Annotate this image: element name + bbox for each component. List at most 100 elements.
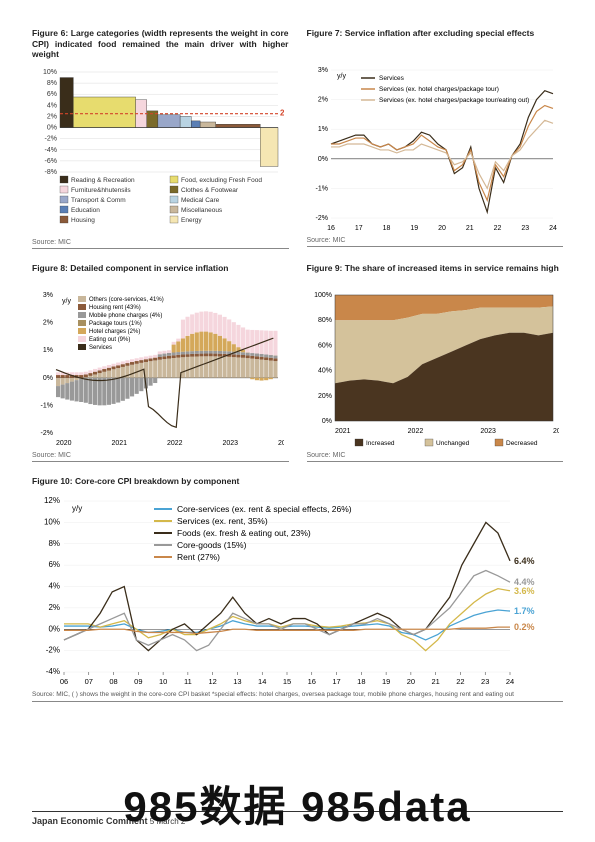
svg-text:Housing: Housing <box>71 217 95 224</box>
svg-text:12: 12 <box>208 677 216 686</box>
svg-text:2%: 2% <box>48 602 60 611</box>
svg-text:11: 11 <box>184 677 192 686</box>
svg-text:Hotel charges (2%): Hotel charges (2%) <box>89 329 140 335</box>
svg-text:06: 06 <box>60 677 68 686</box>
svg-text:19: 19 <box>410 225 418 232</box>
svg-text:Foods (ex. fresh & eating out,: Foods (ex. fresh & eating out, 23%) <box>177 528 311 538</box>
svg-text:0.2%: 0.2% <box>514 622 535 632</box>
fig6-chart: -8%-6%-4%-2%0%2%4%6%8%10%2.5%Reading & R… <box>32 66 284 236</box>
fig7-title: Figure 7: Service inflation after exclud… <box>307 28 564 58</box>
svg-text:Services (ex. hotel charges/pa: Services (ex. hotel charges/package tour… <box>379 97 529 104</box>
svg-text:2024: 2024 <box>553 428 559 435</box>
svg-text:2023: 2023 <box>480 428 496 435</box>
svg-text:24: 24 <box>549 225 557 232</box>
svg-text:Miscellaneous: Miscellaneous <box>181 207 223 214</box>
figure-7: Figure 7: Service inflation after exclud… <box>307 28 564 249</box>
svg-text:4%: 4% <box>47 102 57 109</box>
svg-text:Others (core-services, 41%): Others (core-services, 41%) <box>89 297 164 303</box>
svg-text:2022: 2022 <box>407 428 423 435</box>
svg-text:1%: 1% <box>43 347 53 354</box>
figure-8: Figure 8: Detailed component in service … <box>32 263 289 462</box>
svg-text:14: 14 <box>258 677 266 686</box>
svg-text:3.6%: 3.6% <box>514 585 535 595</box>
svg-text:y/y: y/y <box>62 298 71 305</box>
footer-date: 5 March 2 <box>150 817 186 826</box>
svg-text:1%: 1% <box>317 126 327 133</box>
svg-text:-1%: -1% <box>41 402 53 409</box>
fig10-title: Figure 10: Core-core CPI breakdown by co… <box>32 476 563 487</box>
svg-text:-4%: -4% <box>45 147 57 154</box>
svg-text:2%: 2% <box>43 319 53 326</box>
svg-text:6.4%: 6.4% <box>514 555 535 565</box>
svg-text:-8%: -8% <box>45 169 57 176</box>
svg-text:16: 16 <box>327 225 335 232</box>
svg-text:2023: 2023 <box>223 440 239 447</box>
svg-text:2020: 2020 <box>56 440 72 447</box>
svg-text:Increased: Increased <box>366 440 395 447</box>
svg-text:6%: 6% <box>48 560 60 569</box>
fig10-footnote: Source: MIC, ( ) shows the weight in the… <box>32 691 563 703</box>
svg-text:2%: 2% <box>317 97 327 104</box>
svg-text:0%: 0% <box>48 624 60 633</box>
svg-text:8%: 8% <box>47 80 57 87</box>
svg-text:07: 07 <box>85 677 93 686</box>
svg-text:Rent (27%): Rent (27%) <box>177 552 220 562</box>
svg-text:8%: 8% <box>48 538 60 547</box>
svg-text:18: 18 <box>357 677 365 686</box>
svg-text:2021: 2021 <box>112 440 128 447</box>
svg-text:y/y: y/y <box>337 73 346 80</box>
fig7-source: Source: MIC <box>307 237 564 247</box>
svg-text:-4%: -4% <box>46 667 60 676</box>
fig9-source: Source: MIC <box>307 452 564 462</box>
fig10-chart: -4%-2%0%2%4%6%8%10%12%y/y060708091011121… <box>32 493 552 688</box>
svg-text:Eating out (9%): Eating out (9%) <box>89 337 130 343</box>
svg-text:20: 20 <box>438 225 446 232</box>
svg-text:13: 13 <box>233 677 241 686</box>
svg-text:-1%: -1% <box>315 185 327 192</box>
svg-text:Unchanged: Unchanged <box>436 440 470 447</box>
svg-text:10: 10 <box>159 677 167 686</box>
svg-text:Furniture&hhutensils: Furniture&hhutensils <box>71 187 131 194</box>
svg-text:Mobile phone charges (4%): Mobile phone charges (4%) <box>89 313 162 319</box>
fig8-source: Source: MIC <box>32 452 289 462</box>
svg-text:22: 22 <box>456 677 464 686</box>
svg-text:Education: Education <box>71 207 100 214</box>
svg-text:19: 19 <box>382 677 390 686</box>
svg-text:2024: 2024 <box>278 440 284 447</box>
svg-text:0%: 0% <box>321 418 331 425</box>
svg-text:y/y: y/y <box>72 504 82 513</box>
svg-text:10%: 10% <box>44 517 60 526</box>
svg-text:0%: 0% <box>317 156 327 163</box>
svg-text:22: 22 <box>493 225 501 232</box>
svg-text:09: 09 <box>134 677 142 686</box>
figure-6: Figure 6: Large categories (width repres… <box>32 28 289 249</box>
svg-text:-2%: -2% <box>46 645 60 654</box>
svg-text:40%: 40% <box>317 367 331 374</box>
svg-text:-2%: -2% <box>45 136 57 143</box>
svg-text:16: 16 <box>308 677 316 686</box>
svg-text:15: 15 <box>283 677 291 686</box>
svg-text:Clothes & Footwear: Clothes & Footwear <box>181 187 239 194</box>
svg-text:Services: Services <box>89 345 112 351</box>
svg-text:Energy: Energy <box>181 217 202 224</box>
svg-text:4.4%: 4.4% <box>514 577 535 587</box>
svg-text:Transport & Comm: Transport & Comm <box>71 197 126 204</box>
svg-text:Medical Care: Medical Care <box>181 197 220 204</box>
svg-text:2.5%: 2.5% <box>280 109 284 118</box>
svg-text:6%: 6% <box>47 91 57 98</box>
svg-text:20%: 20% <box>317 393 331 400</box>
svg-text:Core-services (ex. rent & spec: Core-services (ex. rent & special effect… <box>177 504 352 514</box>
page-footer: Japan Economic Comment 5 March 2 <box>32 811 563 826</box>
svg-text:23: 23 <box>481 677 489 686</box>
svg-text:3%: 3% <box>317 67 327 74</box>
svg-text:17: 17 <box>354 225 362 232</box>
svg-text:20: 20 <box>407 677 415 686</box>
svg-text:4%: 4% <box>48 581 60 590</box>
fig9-title: Figure 9: The share of increased items i… <box>307 263 564 283</box>
fig8-chart: -2%-1%0%1%2%3%y/y20202021202220232024Oth… <box>32 289 284 449</box>
figure-10: Figure 10: Core-core CPI breakdown by co… <box>32 476 563 702</box>
svg-text:21: 21 <box>431 677 439 686</box>
svg-text:10%: 10% <box>43 69 57 76</box>
svg-text:17: 17 <box>332 677 340 686</box>
svg-text:-2%: -2% <box>315 215 327 222</box>
